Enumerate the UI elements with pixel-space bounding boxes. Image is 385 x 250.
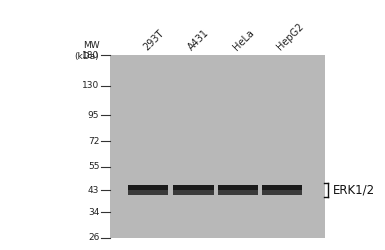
FancyBboxPatch shape — [173, 190, 214, 195]
FancyBboxPatch shape — [262, 190, 303, 195]
Text: HepG2: HepG2 — [275, 22, 306, 52]
Text: 95: 95 — [88, 111, 99, 120]
Text: 55: 55 — [88, 162, 99, 171]
Text: ERK1/2: ERK1/2 — [333, 184, 375, 196]
FancyBboxPatch shape — [173, 185, 214, 191]
Text: A431: A431 — [187, 28, 211, 52]
Text: 72: 72 — [88, 137, 99, 146]
Text: 293T: 293T — [141, 28, 166, 52]
Text: HeLa: HeLa — [231, 28, 256, 52]
FancyBboxPatch shape — [110, 55, 325, 238]
FancyBboxPatch shape — [128, 185, 169, 191]
FancyBboxPatch shape — [218, 190, 258, 195]
Text: 26: 26 — [88, 233, 99, 242]
FancyBboxPatch shape — [218, 185, 258, 191]
Text: 43: 43 — [88, 186, 99, 194]
Text: 130: 130 — [82, 81, 99, 90]
Text: 34: 34 — [88, 208, 99, 217]
Text: MW
(kDa): MW (kDa) — [75, 41, 99, 61]
FancyBboxPatch shape — [262, 185, 303, 191]
Text: 180: 180 — [82, 50, 99, 59]
FancyBboxPatch shape — [128, 190, 169, 195]
